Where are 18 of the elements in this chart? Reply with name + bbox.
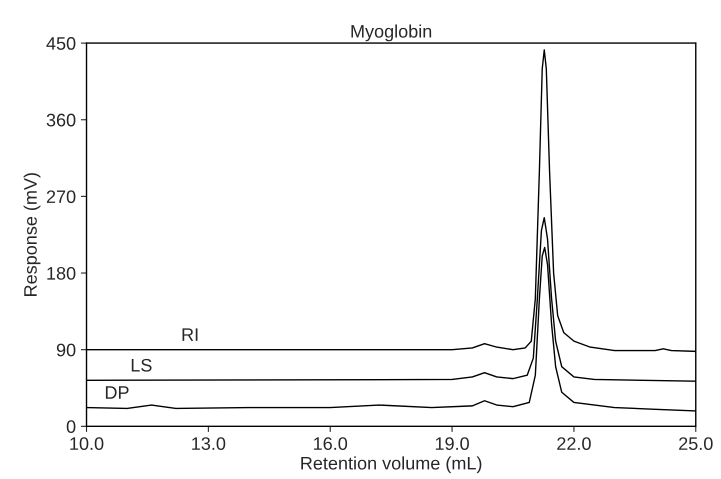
y-axis-title: Response (mV)	[24, 173, 40, 296]
x-tick-label: 22.0	[557, 437, 591, 450]
chart-title: Myoglobin	[351, 24, 432, 42]
x-tick-label: 10.0	[70, 437, 104, 450]
series-label: DP	[106, 386, 129, 399]
x-tick-label: 25.0	[679, 437, 713, 450]
y-tick-label: 90	[56, 344, 76, 356]
series-label: RI	[182, 328, 198, 341]
x-tick-label: 16.0	[314, 437, 348, 450]
y-tick-label: 180	[47, 266, 76, 280]
x-axis-title: Retention volume (mL)	[301, 456, 482, 474]
y-tick-label: 450	[46, 37, 76, 50]
series-label: LS	[132, 358, 152, 372]
x-tick-label: 19.0	[436, 437, 469, 450]
y-tick-label: 360	[46, 114, 76, 126]
y-tick-label: 0	[66, 420, 76, 434]
y-tick-label: 270	[46, 190, 76, 204]
x-tick-label: 13.0	[192, 437, 226, 450]
